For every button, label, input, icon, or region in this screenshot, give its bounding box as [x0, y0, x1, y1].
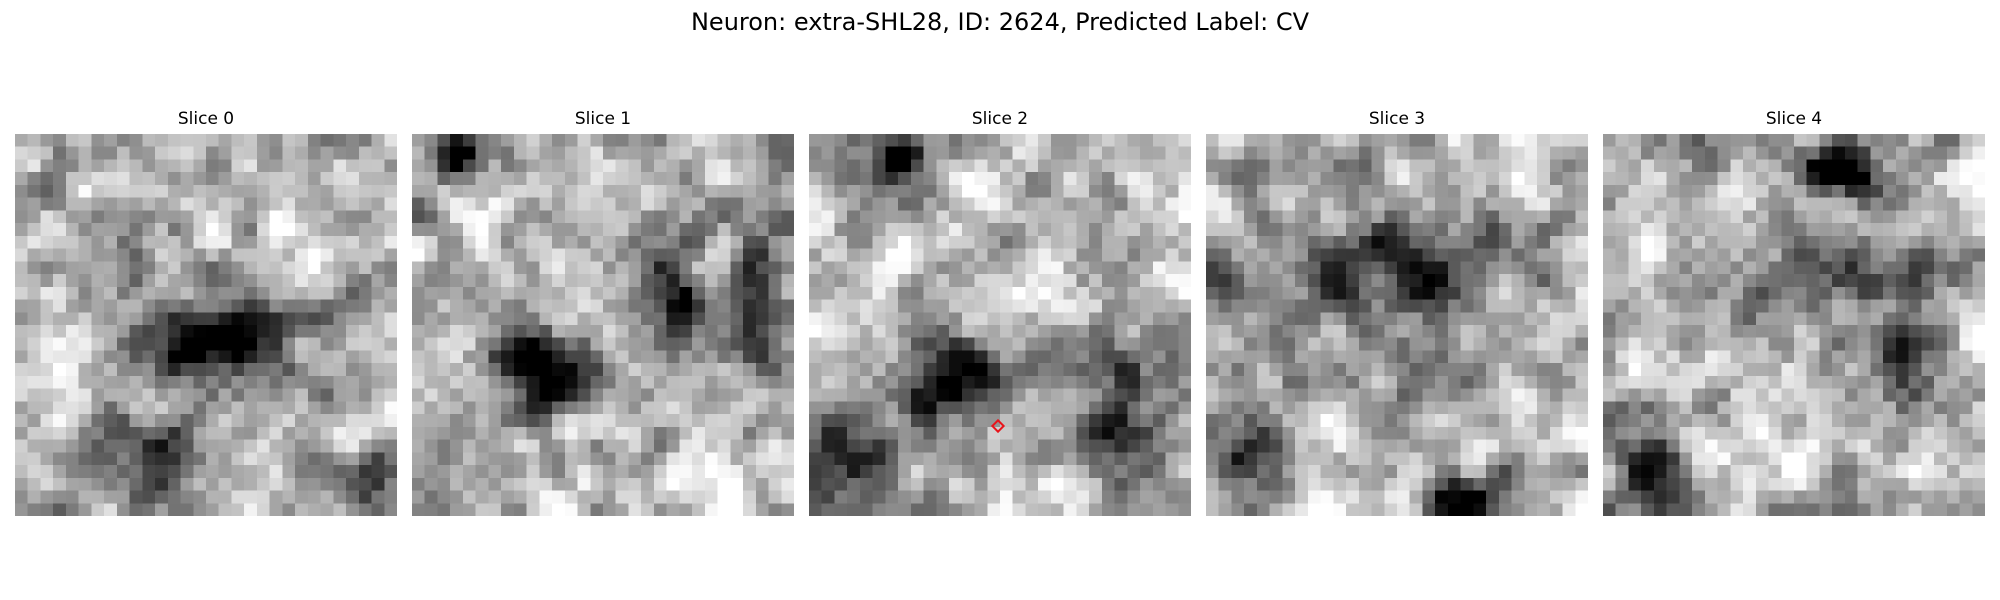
slice-1-image — [412, 134, 794, 516]
slice-panel-2: Slice 2 — [809, 108, 1191, 516]
slice-panel-1: Slice 1 — [412, 108, 794, 516]
slice-2-image — [809, 134, 1191, 516]
slice-1-title: Slice 1 — [574, 109, 632, 129]
slice-0-image — [15, 134, 397, 516]
slice-panel-0: Slice 0 — [15, 108, 397, 516]
figure-title: Neuron: extra-SHL28, ID: 2624, Predicted… — [690, 8, 1310, 36]
slice-3-image — [1206, 134, 1588, 516]
slice-0-title: Slice 0 — [177, 109, 235, 129]
slice-4-image — [1603, 134, 1985, 516]
slice-4-title: Slice 4 — [1765, 109, 1823, 129]
slice-panel-3: Slice 3 — [1206, 108, 1588, 516]
slice-3-title: Slice 3 — [1368, 109, 1426, 129]
slice-2-title: Slice 2 — [971, 109, 1029, 129]
slice-panel-4: Slice 4 — [1603, 108, 1985, 516]
